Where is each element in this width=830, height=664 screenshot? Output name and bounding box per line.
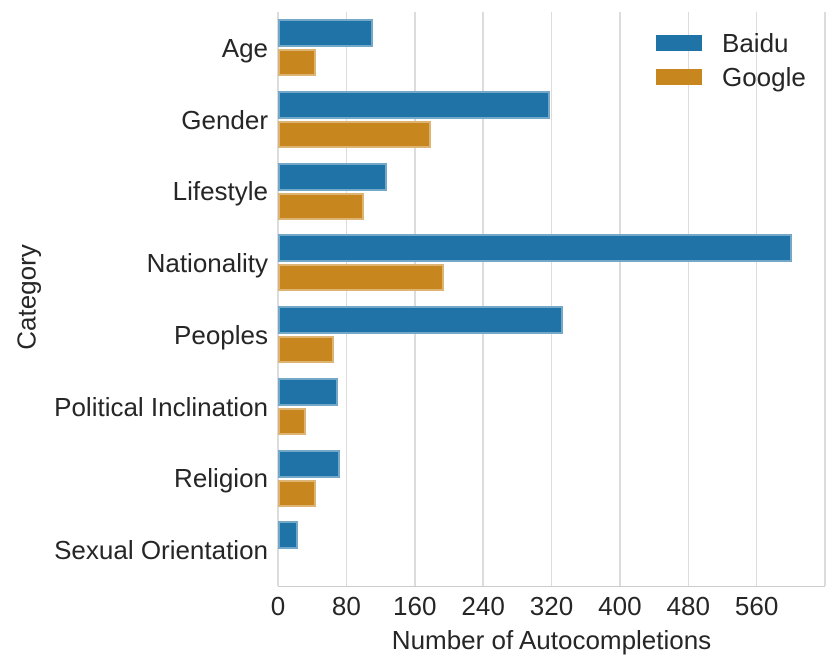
gridline-x-400 — [619, 12, 621, 586]
legend-label-google: Google — [722, 62, 806, 92]
category-row-religion — [278, 443, 825, 515]
bar-baidu-religion — [278, 449, 340, 478]
x-tick-label-160: 160 — [393, 591, 437, 621]
gridline-x-560 — [755, 12, 758, 586]
legend-entry-google: Google — [656, 60, 806, 94]
bar-baidu-nationality — [278, 234, 792, 263]
legend: Baidu Google — [656, 26, 806, 94]
x-tick-label-480: 480 — [666, 591, 710, 621]
category-row-age — [278, 12, 825, 84]
y-tick-label-gender: Gender — [181, 104, 268, 135]
legend-swatch-baidu — [656, 35, 702, 51]
y-tick-label-sexual-orientation: Sexual Orientation — [54, 535, 268, 566]
x-tick-label-80: 80 — [331, 591, 361, 621]
y-tick-label-religion: Religion — [174, 463, 268, 494]
y-axis-label: Category — [11, 244, 42, 350]
y-tick-label-nationality: Nationality — [146, 248, 268, 279]
gridline-x-80 — [345, 12, 348, 586]
gridline-x-240 — [482, 12, 484, 586]
bar-google-nationality — [278, 264, 444, 292]
y-tick-label-peoples: Peoples — [174, 319, 268, 350]
category-row-sexual-orientation — [278, 514, 825, 586]
bar-baidu-sexual-orientation — [278, 521, 298, 550]
bar-baidu-peoples — [278, 306, 563, 334]
plot-area: Baidu Google — [277, 12, 826, 587]
y-tick-label-age: Age — [221, 32, 268, 63]
x-axis-label: Number of Autocompletions — [391, 625, 712, 655]
bar-google-lifestyle — [278, 192, 365, 220]
legend-label-baidu: Baidu — [722, 28, 789, 58]
bar-google-religion — [278, 479, 317, 507]
bar-google-political-inclination — [278, 407, 307, 435]
bar-google-peoples — [278, 336, 335, 363]
bar-baidu-lifestyle — [278, 162, 387, 191]
gridline-x-640 — [824, 12, 826, 586]
x-tick-label-240: 240 — [461, 591, 505, 621]
x-tick-label-0: 0 — [270, 591, 286, 621]
y-tick-label-lifestyle: Lifestyle — [172, 176, 268, 207]
x-axis-line — [278, 585, 825, 587]
category-row-peoples — [278, 299, 825, 371]
bar-baidu-gender — [278, 90, 550, 119]
x-tick-label-400: 400 — [598, 591, 642, 621]
gridline-x-0 — [277, 12, 279, 586]
bar-baidu-political-inclination — [278, 377, 338, 406]
legend-entry-baidu: Baidu — [656, 26, 806, 60]
gridline-x-320 — [550, 12, 553, 586]
y-tick-label-political-inclination: Political Inclination — [54, 391, 268, 422]
legend-swatch-google — [656, 69, 702, 85]
bar-google-gender — [278, 120, 431, 148]
bar-baidu-age — [278, 19, 373, 47]
category-row-lifestyle — [278, 156, 825, 228]
gridline-x-480 — [687, 12, 689, 586]
category-row-gender — [278, 84, 825, 156]
category-row-political-inclination — [278, 371, 825, 443]
bar-google-age — [278, 49, 316, 76]
x-tick-label-560: 560 — [734, 591, 779, 621]
category-row-nationality — [278, 227, 825, 299]
x-tick-label-320: 320 — [529, 591, 574, 621]
gridline-x-160 — [414, 12, 416, 586]
